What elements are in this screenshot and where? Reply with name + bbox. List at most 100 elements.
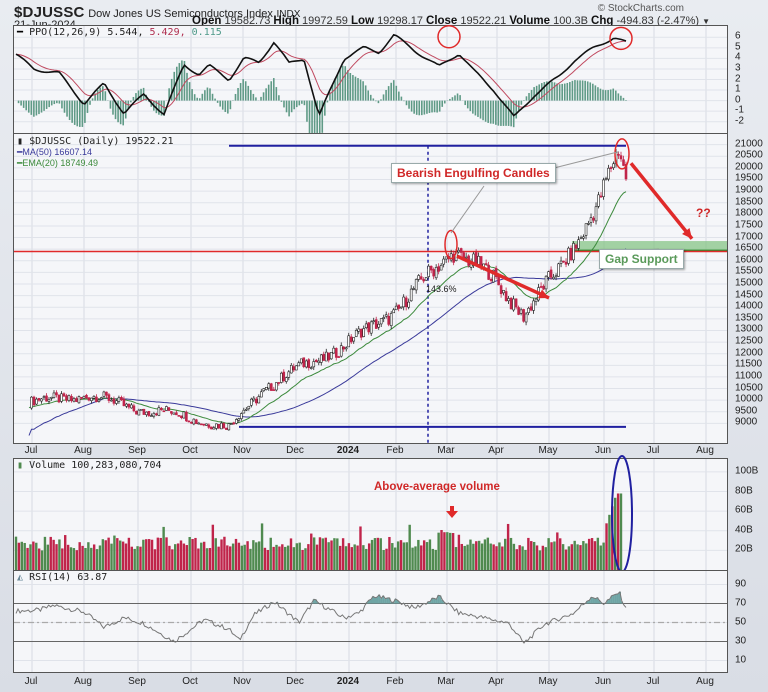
close-value: 19522.21 <box>460 15 507 27</box>
y-tick: 13500 <box>735 312 763 324</box>
y-tick: 50 <box>735 616 747 627</box>
price-panel: ▮ $DJUSSC (Daily) 19522.21 ━MA(50) 16607… <box>13 133 728 444</box>
y-tick: 9500 <box>735 405 758 417</box>
volume-legend: ▮ Volume 100,283,080,704 <box>17 460 162 471</box>
y-tick: 11500 <box>735 358 763 370</box>
y-tick: 4 <box>735 51 741 63</box>
x-label-dec: Dec <box>286 676 304 687</box>
x-label-feb: Feb <box>386 676 404 687</box>
x-label-sep: Sep <box>128 445 146 456</box>
price-plot <box>14 134 727 443</box>
x-label-jun: Jun <box>594 445 612 456</box>
price-legend: ▮ $DJUSSC (Daily) 19522.21 ━MA(50) 16607… <box>17 136 174 168</box>
exchange: INDX <box>276 9 301 20</box>
y-tick: 14000 <box>735 300 763 312</box>
x-label-jul: Jul <box>24 676 38 687</box>
y-tick: 19500 <box>735 172 763 184</box>
y-tick: 5 <box>735 41 741 53</box>
y-tick: 3 <box>735 62 741 74</box>
x-axis-top: Jul Aug Sep Oct Nov Dec 2024 Feb Mar Apr May Jun Jul… <box>13 445 726 457</box>
x-label-nov: Nov <box>233 676 251 687</box>
y-tick: 70 <box>735 597 747 608</box>
x-label-2024: 2024 <box>336 676 360 687</box>
y-tick: 100B <box>735 465 759 477</box>
y-tick: 20500 <box>735 149 763 161</box>
y-tick: 20000 <box>735 161 763 173</box>
y-tick: 20B <box>735 543 753 555</box>
y-tick: 11000 <box>735 370 763 382</box>
candle-icon: ▮ <box>17 136 24 147</box>
gap-support-callout: Gap Support <box>599 249 684 269</box>
y-tick: 10500 <box>735 382 763 394</box>
x-label-sep: Sep <box>128 676 146 687</box>
ppo-plot <box>14 25 727 158</box>
chg-dropdown-icon[interactable]: ▼ <box>702 17 710 26</box>
high-value: 19972.59 <box>302 15 348 27</box>
volume-plot <box>14 455 727 573</box>
x-label-aug: Aug <box>696 676 714 687</box>
ppo-legend: ━ PPO(12,26,9) 5.544, 5.429, 0.115 <box>17 27 222 38</box>
y-tick: 15500 <box>735 265 763 277</box>
x-label-apr: Apr <box>488 445 504 456</box>
low-label: Low <box>351 15 374 27</box>
open-value: 19582.73 <box>224 15 271 27</box>
y-tick: -1 <box>735 104 744 116</box>
y-tick: 16000 <box>735 254 763 266</box>
x-label-aug: Aug <box>74 445 92 456</box>
rsi-plot <box>14 571 727 672</box>
x-label-nov: Nov <box>233 445 251 456</box>
y-tick: 17500 <box>735 219 763 231</box>
x-label-oct: Oct <box>182 676 198 687</box>
open-label: Open <box>192 15 222 27</box>
chg-label: Chg <box>591 15 614 27</box>
pct-gain-label: 143.6% <box>426 284 457 294</box>
low-value: 19298.17 <box>377 15 423 27</box>
y-tick: 90 <box>735 578 747 589</box>
y-tick: 18000 <box>735 207 763 219</box>
x-axis-bottom: Jul Aug Sep Oct Nov Dec 2024 Feb Mar Apr May Jun Jul… <box>13 676 726 688</box>
ohlc-summary: Open 19582.73 High 19972.59 Low 19298.17… <box>192 15 710 27</box>
x-label-dec: Dec <box>286 445 304 456</box>
volume-value: 100.3B <box>553 15 588 27</box>
above-average-volume-note: Above-average volume <box>374 481 500 493</box>
y-tick: 9000 <box>735 416 758 428</box>
x-label-may: May <box>538 445 558 456</box>
x-label-aug: Aug <box>696 445 714 456</box>
volume-label: Volume <box>509 15 551 27</box>
y-tick: 10000 <box>735 393 763 405</box>
y-tick: 17000 <box>735 231 763 243</box>
chart-header: $DJUSSC Dow Jones US Semiconductors Inde… <box>14 4 300 21</box>
y-tick: 12000 <box>735 347 763 359</box>
x-label-apr: Apr <box>488 676 504 687</box>
symbol: $DJUSSC <box>14 4 85 21</box>
y-tick: 2 <box>735 73 741 84</box>
y-tick: 15000 <box>735 277 763 289</box>
y-tick: 0 <box>735 94 741 106</box>
x-label-oct: Oct <box>182 445 198 456</box>
question-marks: ?? <box>696 206 711 220</box>
y-tick: 19000 <box>735 184 763 196</box>
brand-label: © StockCharts.com <box>597 3 684 14</box>
y-tick: 14500 <box>735 289 763 301</box>
close-label: Close <box>426 15 458 27</box>
y-tick: 1 <box>735 83 741 95</box>
x-label-jul: Jul <box>646 445 660 456</box>
y-tick: 60B <box>735 504 753 516</box>
y-tick: 10 <box>735 654 747 665</box>
x-label-jun: Jun <box>594 676 612 687</box>
y-tick: 16500 <box>735 242 763 254</box>
x-label-2024: 2024 <box>336 445 360 456</box>
y-tick: -2 <box>735 115 744 127</box>
rsi-panel: ◭ RSI(14) 63.87 <box>13 570 728 673</box>
x-label-feb: Feb <box>386 445 404 456</box>
x-label-mar: Mar <box>437 445 455 456</box>
y-tick: 13000 <box>735 323 763 335</box>
y-tick: 12500 <box>735 335 763 347</box>
bearish-engulfing-callout: Bearish Engulfing Candles <box>391 163 556 183</box>
y-tick: 40B <box>735 524 753 536</box>
x-label-mar: Mar <box>437 676 455 687</box>
y-tick: 21000 <box>735 138 763 150</box>
rsi-legend: ◭ RSI(14) 63.87 <box>17 572 108 583</box>
ppo-panel: ━ PPO(12,26,9) 5.544, 5.429, 0.115 <box>13 25 728 158</box>
symbol-name: Dow Jones US Semiconductors Index <box>88 8 273 20</box>
